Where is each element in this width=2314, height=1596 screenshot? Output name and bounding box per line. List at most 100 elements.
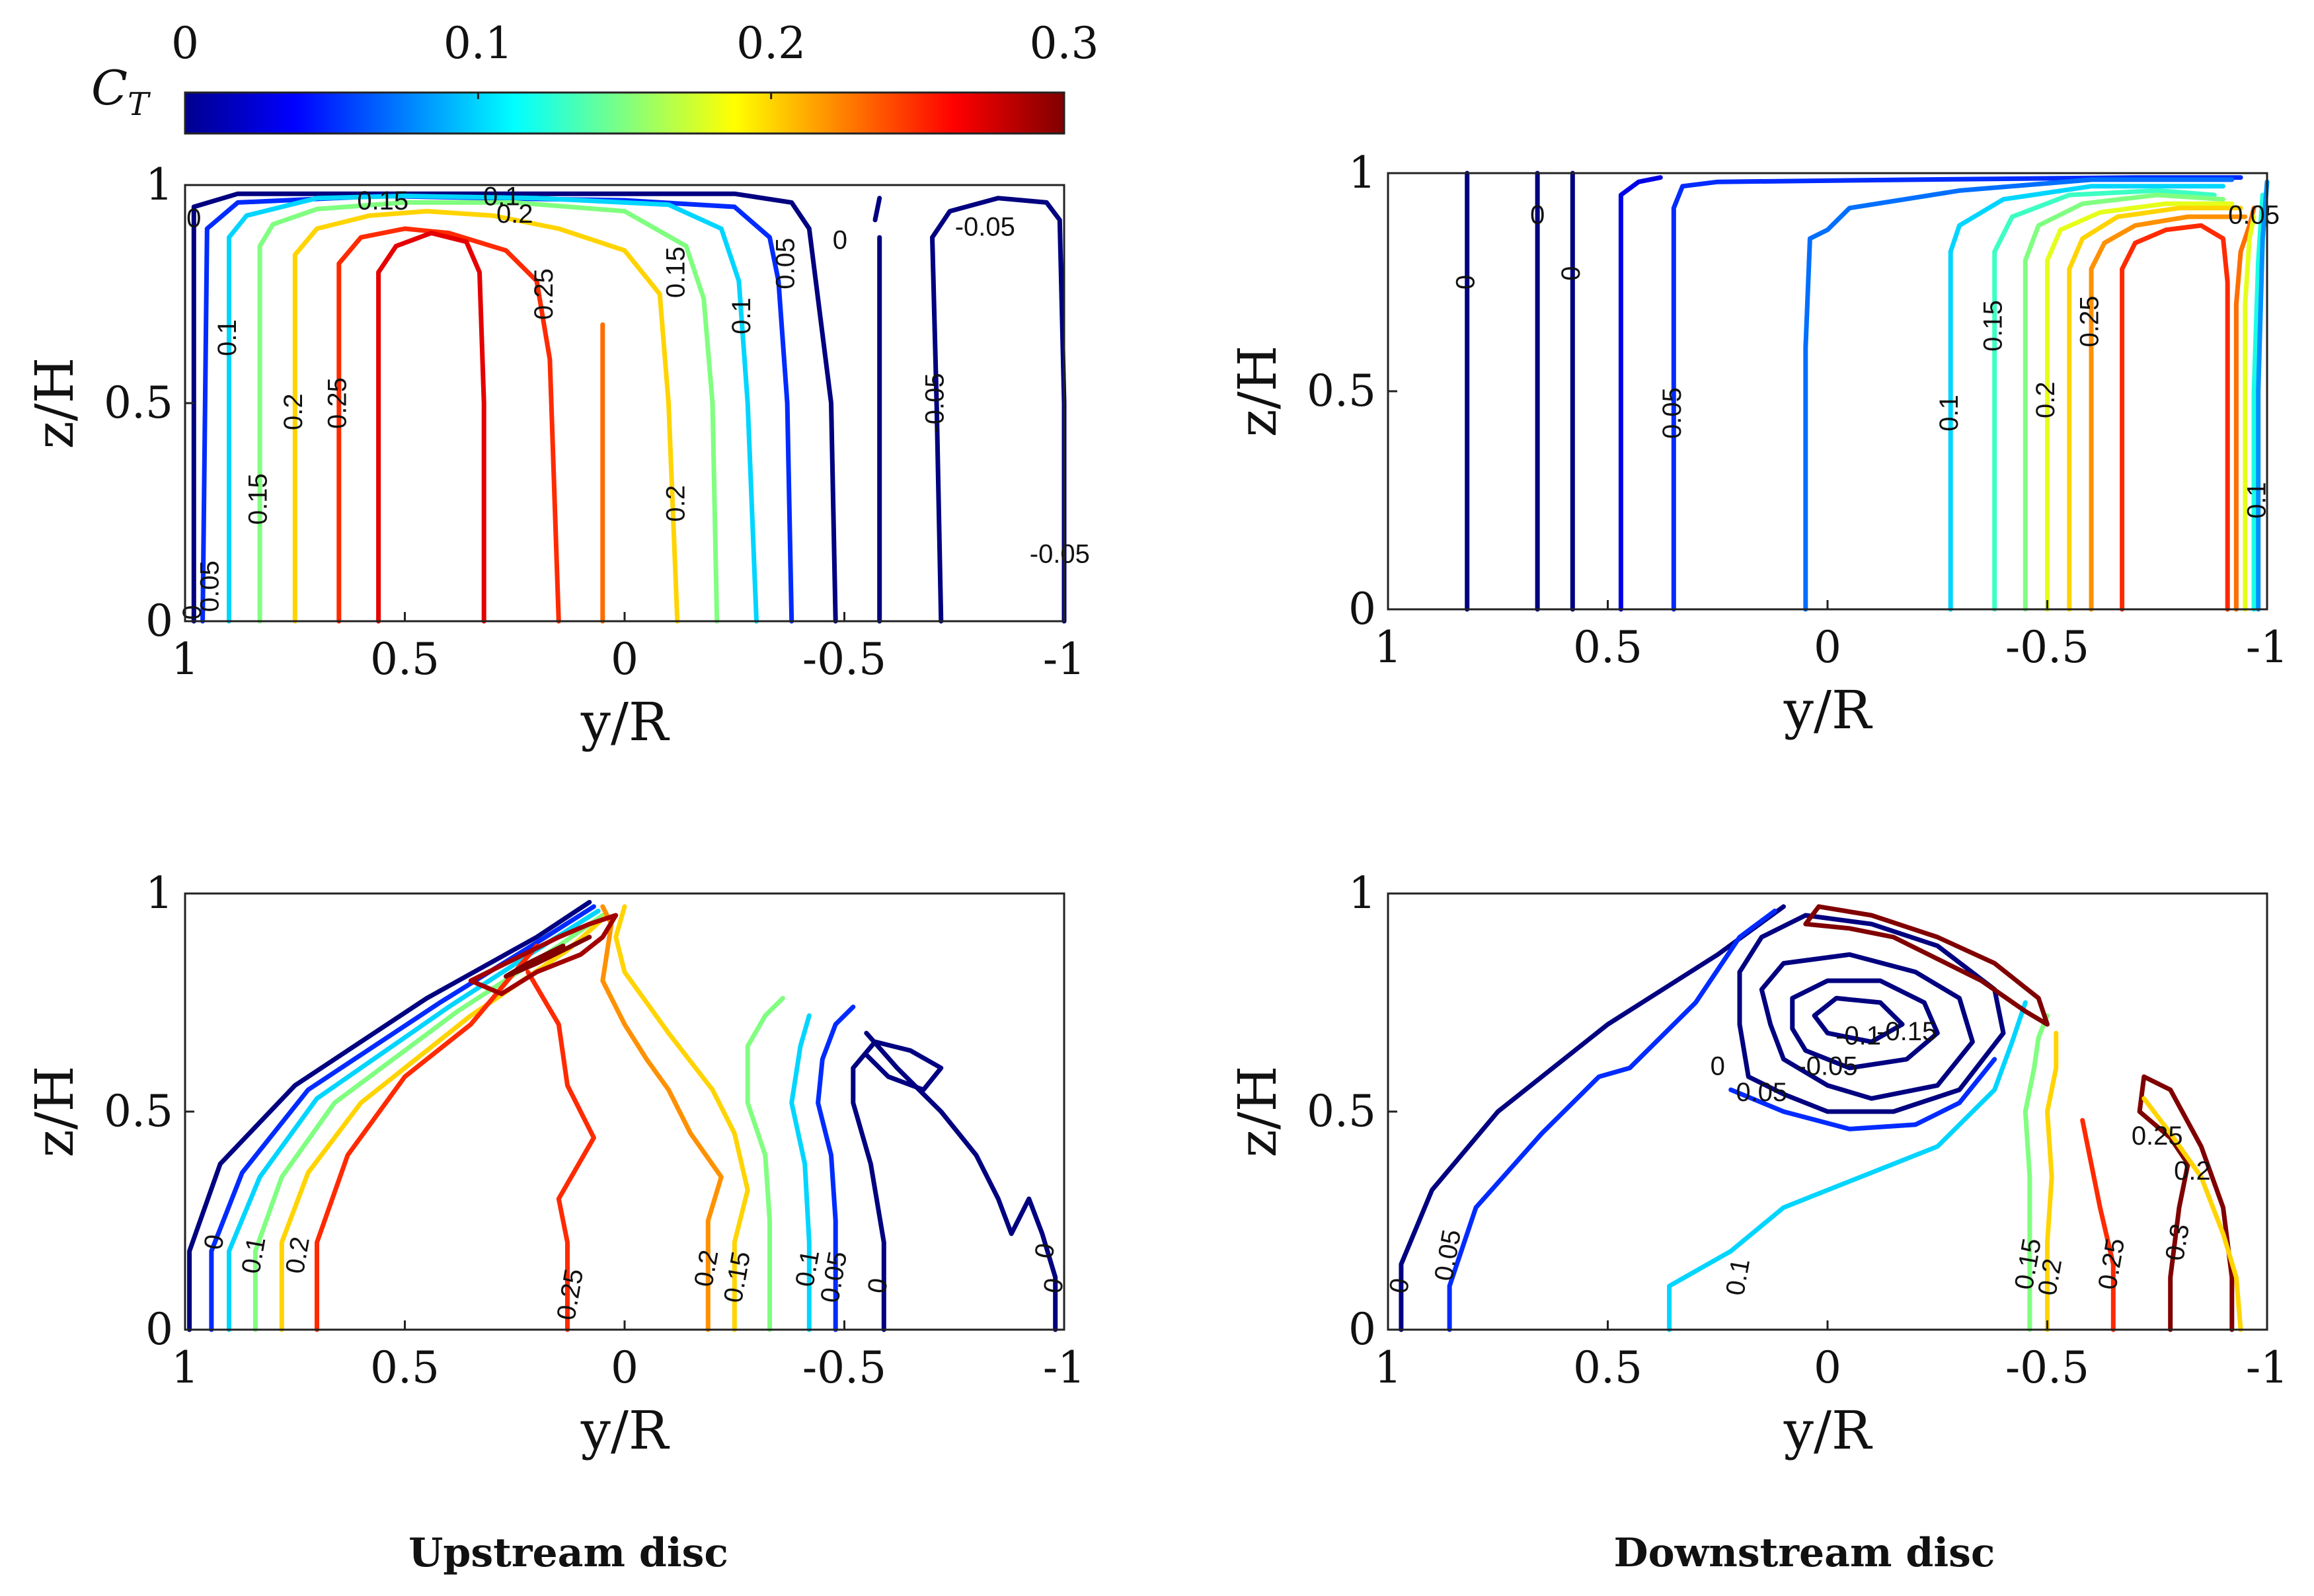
contour-line <box>2023 192 2225 612</box>
contour-label: 0.05 <box>1658 387 1687 439</box>
colorbar-gradient <box>184 91 1065 135</box>
contour-label: 0.2 <box>689 1248 724 1289</box>
x-tick-label: 0.5 <box>370 634 440 685</box>
contour-label: 0.25 <box>323 377 352 429</box>
contour-line <box>2023 1013 2050 1332</box>
contour-line <box>2141 1096 2243 1332</box>
contour-label: 0.2 <box>279 393 308 430</box>
caption-upstream: Upstream disc <box>408 1530 728 1576</box>
contour-line <box>1399 904 1786 1332</box>
contour-line <box>336 226 561 624</box>
x-axis-label: y/R <box>1783 679 1873 741</box>
y-tick-label: 1 <box>1348 868 1376 919</box>
contour-line <box>376 231 486 624</box>
y-axis-label: z/H <box>1227 1066 1288 1158</box>
contour-label: 0.1 <box>237 1235 272 1275</box>
contour-label: 0.2 <box>2032 1256 2067 1297</box>
contour-line <box>2089 214 2248 612</box>
contour-line <box>2256 179 2270 612</box>
y-axis-label: z/H <box>24 358 85 449</box>
y-tick-label: 0.5 <box>104 1086 173 1137</box>
contour-label: 0.25 <box>529 268 559 320</box>
y-tick-label: 1 <box>1348 147 1376 198</box>
contour-line <box>468 913 619 997</box>
contour-line <box>872 196 882 223</box>
x-tick-label: -1 <box>1043 634 1085 685</box>
y-tick-label: 1 <box>145 159 173 210</box>
x-tick-label: -0.5 <box>802 1342 886 1393</box>
contour-label: 0.2 <box>496 200 533 229</box>
contour-label: 0.15 <box>661 247 690 298</box>
contour-line <box>816 1005 856 1332</box>
contour-label: -0.05 <box>955 213 1015 242</box>
plot-area <box>1388 173 2267 609</box>
contour-label: 0.05 <box>1736 1078 1787 1107</box>
contour-line <box>525 969 596 1332</box>
contour-line <box>1618 175 1663 612</box>
contour-label: 0.3 <box>2160 1221 2195 1262</box>
contour-line <box>1992 188 2217 612</box>
contour-label: -0.1 <box>1835 1021 1881 1050</box>
y-tick-label: 0.5 <box>1307 1086 1376 1137</box>
x-tick-label: -0.5 <box>802 634 886 685</box>
contour-line <box>1790 978 1940 1071</box>
x-axis-label: y/R <box>580 1400 670 1461</box>
x-tick-label: 0 <box>1814 622 1841 673</box>
contour-label: -0.05 <box>1030 540 1090 569</box>
contour-label: 0.1 <box>790 1248 825 1289</box>
contour-line <box>600 904 724 1332</box>
x-axis-label: y/R <box>1783 1400 1873 1461</box>
contour-line <box>1759 952 1975 1101</box>
contour-line <box>191 191 838 624</box>
contour-line <box>1803 904 2050 1027</box>
contour-label: 0.05 <box>2228 201 2280 230</box>
contour-line <box>1737 913 2006 1114</box>
x-axis-label: y/R <box>580 691 670 753</box>
contour-label: -0.05 <box>921 373 950 433</box>
colorbar: CT 0 0.1 0.2 0.3 <box>91 18 1099 135</box>
contour-label: 0 <box>178 605 207 620</box>
contour-label: 0 <box>1530 201 1545 230</box>
x-tick-label: 0 <box>611 634 638 685</box>
contour-label: 0 <box>1451 275 1480 289</box>
contour-label: 0.1 <box>727 297 756 334</box>
colorbar-tick-label: 0.2 <box>736 18 806 69</box>
contour-label: 0.1 <box>1720 1256 1755 1297</box>
contour-label: 0.05 <box>771 238 800 289</box>
colorbar-tick-label: 0.1 <box>444 18 513 69</box>
caption-downstream: Downstream disc <box>1614 1530 1995 1576</box>
contour-line <box>292 209 680 624</box>
contour-line <box>2120 223 2230 612</box>
y-tick-label: 0 <box>1348 584 1376 634</box>
x-tick-label: 1 <box>171 634 199 685</box>
contour-label: 0.2 <box>280 1235 315 1275</box>
contour-label: 0.2 <box>661 485 690 522</box>
contour-label: 0.25 <box>2075 295 2104 347</box>
contour-line <box>209 904 596 1332</box>
contour-line <box>2080 1118 2116 1332</box>
x-tick-label: 1 <box>1374 622 1402 673</box>
colorbar-tick-label: 0.3 <box>1030 18 1099 69</box>
y-tick-label: 1 <box>145 868 173 919</box>
colorbar-ticks: 0 0.1 0.2 0.3 <box>171 18 1099 99</box>
contour-label: 0.1 <box>213 319 242 356</box>
contour-line <box>2137 1074 2235 1332</box>
contour-line <box>864 1030 1058 1332</box>
x-tick-label: -0.5 <box>2005 622 2089 673</box>
panel-downstream-disc: 00.05 0.1 0.150.2 0.25 0.30.250.20.050 -0.05-… <box>1227 868 2288 1461</box>
contour-line <box>187 899 592 1332</box>
contour-line <box>2243 214 2256 612</box>
x-tick-label: 0.5 <box>1573 1342 1642 1393</box>
contour-line <box>2045 1030 2059 1332</box>
contour-line <box>2067 206 2243 612</box>
x-tick-label: -0.5 <box>2005 1342 2089 1393</box>
colorbar-label: CT <box>91 60 151 123</box>
x-tick-label: 0 <box>611 1342 638 1393</box>
contour-line <box>2233 206 2256 612</box>
x-tick-label: 0.5 <box>1573 622 1642 673</box>
contour-label: 0.2 <box>2031 381 2060 418</box>
contour-label: 0.15 <box>244 473 273 525</box>
